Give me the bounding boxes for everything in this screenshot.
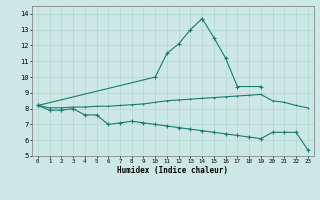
X-axis label: Humidex (Indice chaleur): Humidex (Indice chaleur)	[117, 166, 228, 175]
